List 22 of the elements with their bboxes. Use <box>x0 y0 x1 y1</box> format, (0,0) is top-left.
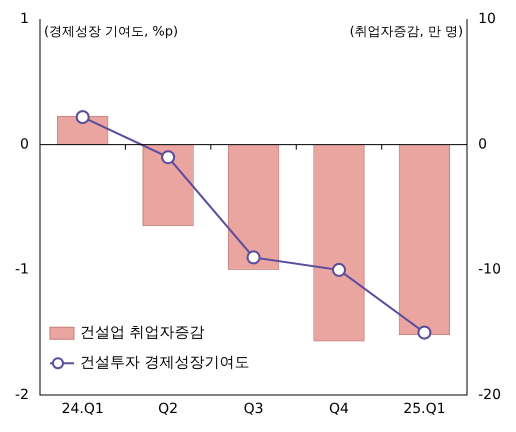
y2-tick-label: -10 <box>478 262 502 278</box>
y2-tick-label: 10 <box>478 11 496 28</box>
legend-label: 건설업 취업자증감 <box>80 323 205 342</box>
y-tick-label: 0 <box>20 136 29 152</box>
point <box>417 326 432 340</box>
point <box>161 150 176 164</box>
y2-tick-label: 0 <box>478 136 488 152</box>
point <box>332 262 346 277</box>
x-tick-label: Q2 <box>158 401 178 418</box>
x-tick-label: Q3 <box>244 401 264 418</box>
y-tick-label: -2 <box>14 386 29 403</box>
y-axis-title: (경제성장 기여도, %p) <box>44 24 178 40</box>
point <box>76 110 90 124</box>
y-tick-label: -1 <box>14 262 29 278</box>
y2-axis-title: (취업자증감, 만 명) <box>350 24 464 40</box>
y2-tick-label: -20 <box>478 386 502 403</box>
point <box>246 250 261 264</box>
x-tick-label: 24.Q1 <box>62 401 104 418</box>
legend-label: 건설투자 경제성장기여도 <box>80 353 250 372</box>
x-tick-label: Q4 <box>329 401 350 418</box>
x-tick-label: 25.Q1 <box>403 401 446 418</box>
y-tick-label: 1 <box>20 11 29 28</box>
